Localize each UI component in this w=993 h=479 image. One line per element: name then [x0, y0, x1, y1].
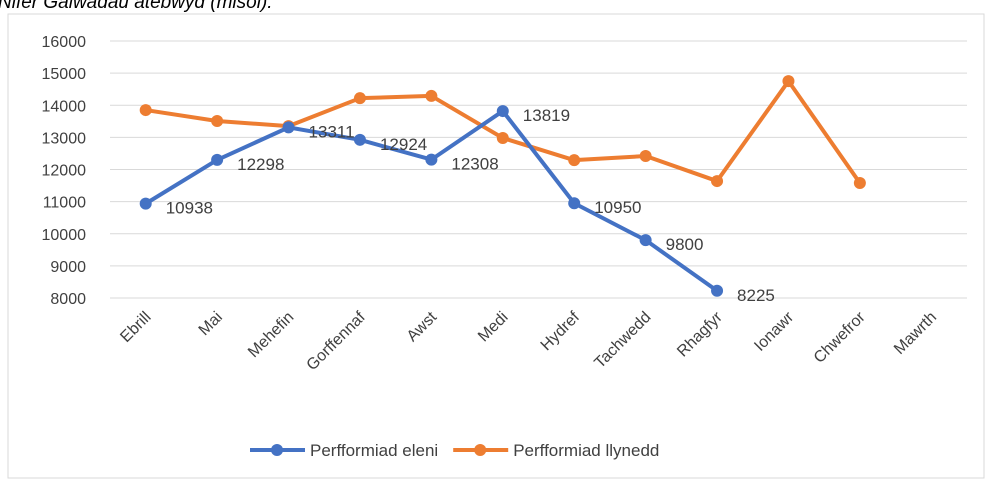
point	[639, 234, 652, 247]
legend-marker	[271, 444, 283, 456]
y-tick-label: 11000	[43, 195, 86, 212]
data-label: 12924	[380, 135, 427, 154]
point	[353, 92, 366, 105]
data-label: 10950	[594, 198, 641, 217]
data-label: 10938	[166, 199, 213, 218]
y-tick-label: 10000	[42, 227, 87, 244]
point	[639, 150, 652, 163]
data-label: 13311	[309, 122, 355, 141]
data-label: 13819	[523, 106, 570, 125]
point	[711, 284, 724, 297]
data-label: 8225	[737, 286, 775, 305]
data-label: 12308	[451, 155, 498, 174]
point	[211, 153, 224, 166]
y-tick-label: 8000	[50, 291, 86, 308]
point	[568, 154, 581, 167]
y-tick-label: 12000	[42, 163, 87, 180]
point	[853, 176, 866, 189]
point	[139, 104, 152, 117]
y-tick-label: 14000	[42, 98, 87, 115]
y-tick-label: 13000	[42, 130, 87, 147]
y-tick-label: 9000	[50, 259, 86, 276]
point	[568, 197, 581, 210]
point	[782, 75, 795, 88]
point	[496, 132, 509, 145]
legend-label: Perfformiad llynedd	[513, 441, 659, 460]
legend-marker	[474, 444, 487, 456]
point	[211, 114, 224, 127]
point	[711, 175, 724, 188]
point	[496, 105, 509, 118]
y-tick-label: 16000	[42, 34, 87, 51]
data-label: 9800	[666, 235, 704, 254]
legend-label: Perfformiad eleni	[310, 441, 438, 460]
point	[425, 89, 438, 102]
point	[353, 133, 366, 146]
data-label: 12298	[237, 155, 284, 174]
point	[282, 121, 295, 134]
point	[425, 153, 438, 166]
point	[139, 197, 152, 210]
y-tick-label: 15000	[42, 66, 87, 83]
chart-title: Nifer Galwadau atebwyd (misol):	[0, 0, 273, 13]
chart-frame	[7, 13, 985, 479]
